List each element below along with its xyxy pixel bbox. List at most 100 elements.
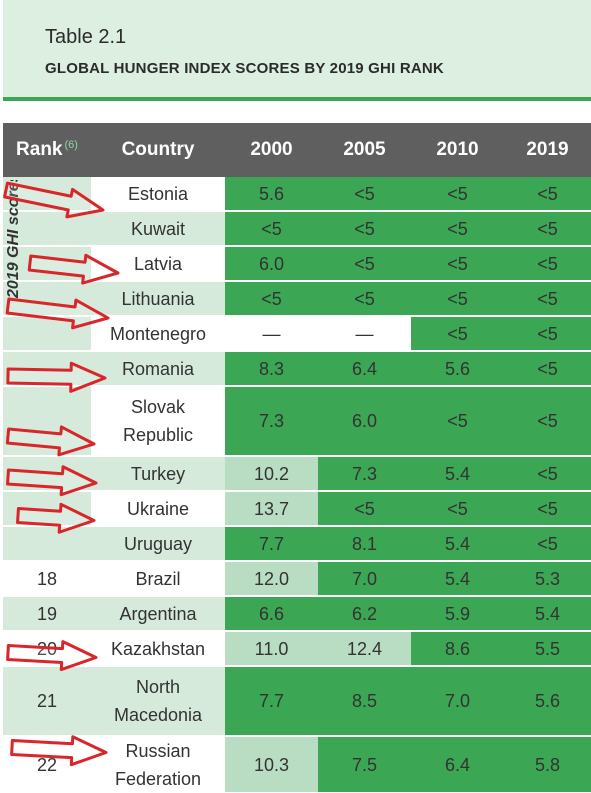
cell-y2010: 5.4 xyxy=(411,527,504,560)
cell-y2005: <5 xyxy=(318,212,411,245)
cell-y2000: 7.7 xyxy=(225,527,318,560)
col-header-2019: 2019 xyxy=(526,139,569,160)
cell-y2000: <5 xyxy=(225,282,318,315)
cell-y2019: 5.5 xyxy=(504,632,591,665)
cell-y2000: 5.6 xyxy=(225,177,318,210)
cell-y2000: 12.0 xyxy=(225,562,318,595)
table-title: Table 2.1 xyxy=(45,26,127,48)
cell-y2005: <5 xyxy=(318,177,411,210)
cell-country: North Macedonia xyxy=(91,667,225,735)
cell-y2010: 5.9 xyxy=(411,597,504,630)
cell-country: Uruguay xyxy=(91,527,225,560)
cell-y2019: <5 xyxy=(504,282,591,315)
cell-y2005: 7.5 xyxy=(318,737,411,792)
cell-y2000: 11.0 xyxy=(225,632,318,665)
cell-y2000: 13.7 xyxy=(225,492,318,525)
cell-rank: 22 xyxy=(3,737,91,792)
cell-y2005: 7.3 xyxy=(318,457,411,490)
cell-rank: 19 xyxy=(3,597,91,630)
col-header-2010: 2010 xyxy=(436,139,479,160)
cell-country: Turkey xyxy=(91,457,225,490)
cell-y2005: <5 xyxy=(318,492,411,525)
rank-group-note-text: 2019 GHI scores collectively ranked xyxy=(3,180,27,298)
cell-rank xyxy=(3,457,91,490)
cell-y2005: 6.4 xyxy=(318,352,411,385)
cell-y2019: <5 xyxy=(504,527,591,560)
cell-y2019: <5 xyxy=(504,177,591,210)
cell-y2005: 7.0 xyxy=(318,562,411,595)
cell-rank: 18 xyxy=(3,562,91,595)
col-header-country: Country xyxy=(121,139,195,160)
cell-y2010: 7.0 xyxy=(411,667,504,735)
cell-y2010: 8.6 xyxy=(411,632,504,665)
col-header-rank: Rank (6) xyxy=(3,123,91,177)
cell-rank xyxy=(3,492,91,525)
cell-y2010: <5 xyxy=(411,492,504,525)
cell-y2019: <5 xyxy=(504,317,591,350)
cell-country: Argentina xyxy=(91,597,225,630)
cell-y2010: <5 xyxy=(411,177,504,210)
cell-rank xyxy=(3,527,91,560)
cell-rank: 21 xyxy=(3,667,91,735)
cell-country: Latvia xyxy=(91,247,225,280)
cell-country: Estonia xyxy=(91,177,225,210)
cell-country: Russian Federation xyxy=(91,737,225,792)
cell-y2019: <5 xyxy=(504,492,591,525)
table-header-box: Table 2.1 GLOBAL HUNGER INDEX SCORES BY … xyxy=(3,0,591,101)
cell-y2019: <5 xyxy=(504,212,591,245)
col-header-2005: 2005 xyxy=(343,139,386,160)
cell-y2019: <5 xyxy=(504,247,591,280)
cell-rank xyxy=(3,352,91,385)
cell-y2019: <5 xyxy=(504,352,591,385)
cell-y2010: <5 xyxy=(411,212,504,245)
cell-y2019: 5.8 xyxy=(504,737,591,792)
cell-y2000: <5 xyxy=(225,212,318,245)
cell-country: Lithuania xyxy=(91,282,225,315)
cell-y2010: 5.6 xyxy=(411,352,504,385)
cell-y2000: 7.7 xyxy=(225,667,318,735)
cell-y2010: <5 xyxy=(411,387,504,455)
cell-y2005: 8.1 xyxy=(318,527,411,560)
cell-y2005: 12.4 xyxy=(318,632,411,665)
rank-group-note: 2019 GHI scores collectively ranked xyxy=(3,180,91,300)
cell-y2005: 8.5 xyxy=(318,667,411,735)
cell-y2019: 5.4 xyxy=(504,597,591,630)
cell-rank: 20 xyxy=(3,632,91,665)
cell-y2010: 5.4 xyxy=(411,562,504,595)
table-subtitle: GLOBAL HUNGER INDEX SCORES BY 2019 GHI R… xyxy=(45,60,444,77)
cell-y2010: <5 xyxy=(411,247,504,280)
col-header-rank-label: Rank xyxy=(16,139,63,160)
cell-y2005: 6.0 xyxy=(318,387,411,455)
cell-y2019: 5.3 xyxy=(504,562,591,595)
cell-y2005: 6.2 xyxy=(318,597,411,630)
cell-y2000: 6.0 xyxy=(225,247,318,280)
col-header-2000: 2000 xyxy=(250,139,293,160)
cell-y2010: <5 xyxy=(411,317,504,350)
table-head-row: Rank (6) Country 2000 2005 2010 2019 xyxy=(3,123,591,177)
cell-country: Montenegro xyxy=(91,317,225,350)
cell-y2000: 7.3 xyxy=(225,387,318,455)
cell-y2000: — xyxy=(225,317,318,350)
cell-y2005: <5 xyxy=(318,247,411,280)
cell-y2019: <5 xyxy=(504,457,591,490)
cell-rank xyxy=(3,317,91,350)
cell-country: Romania xyxy=(91,352,225,385)
cell-y2010: 6.4 xyxy=(411,737,504,792)
rank-footnote-ref: (6) xyxy=(64,138,78,151)
cell-country: Kuwait xyxy=(91,212,225,245)
cell-y2005: <5 xyxy=(318,282,411,315)
cell-country: Brazil xyxy=(91,562,225,595)
cell-y2000: 10.3 xyxy=(225,737,318,792)
cell-y2010: <5 xyxy=(411,282,504,315)
cell-y2019: <5 xyxy=(504,387,591,455)
cell-y2019: 5.6 xyxy=(504,667,591,735)
cell-y2000: 6.6 xyxy=(225,597,318,630)
table-body: Estonia 5.6 <5 <5 <5 Kuwait <5 <5 <5 <5 Latvia 6.0 <… xyxy=(3,177,591,792)
cell-rank xyxy=(3,387,91,455)
cell-y2005: — xyxy=(318,317,411,350)
cell-y2000: 8.3 xyxy=(225,352,318,385)
cell-country: Ukraine xyxy=(91,492,225,525)
cell-country: Slovak Republic xyxy=(91,387,225,455)
cell-country: Kazakhstan xyxy=(91,632,225,665)
cell-y2010: 5.4 xyxy=(411,457,504,490)
